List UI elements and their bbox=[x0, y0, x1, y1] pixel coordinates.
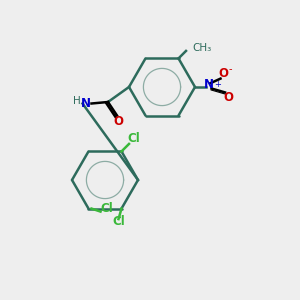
Text: N: N bbox=[203, 78, 214, 91]
Text: O: O bbox=[223, 91, 233, 104]
Text: Cl: Cl bbox=[100, 202, 113, 215]
Text: H: H bbox=[73, 95, 80, 106]
Text: Cl: Cl bbox=[127, 132, 140, 145]
Text: -: - bbox=[229, 64, 232, 74]
Text: O: O bbox=[113, 115, 124, 128]
Text: +: + bbox=[214, 80, 221, 89]
Text: N: N bbox=[80, 97, 91, 110]
Text: CH₃: CH₃ bbox=[192, 43, 211, 53]
Text: O: O bbox=[218, 67, 229, 80]
Text: Cl: Cl bbox=[112, 215, 125, 228]
